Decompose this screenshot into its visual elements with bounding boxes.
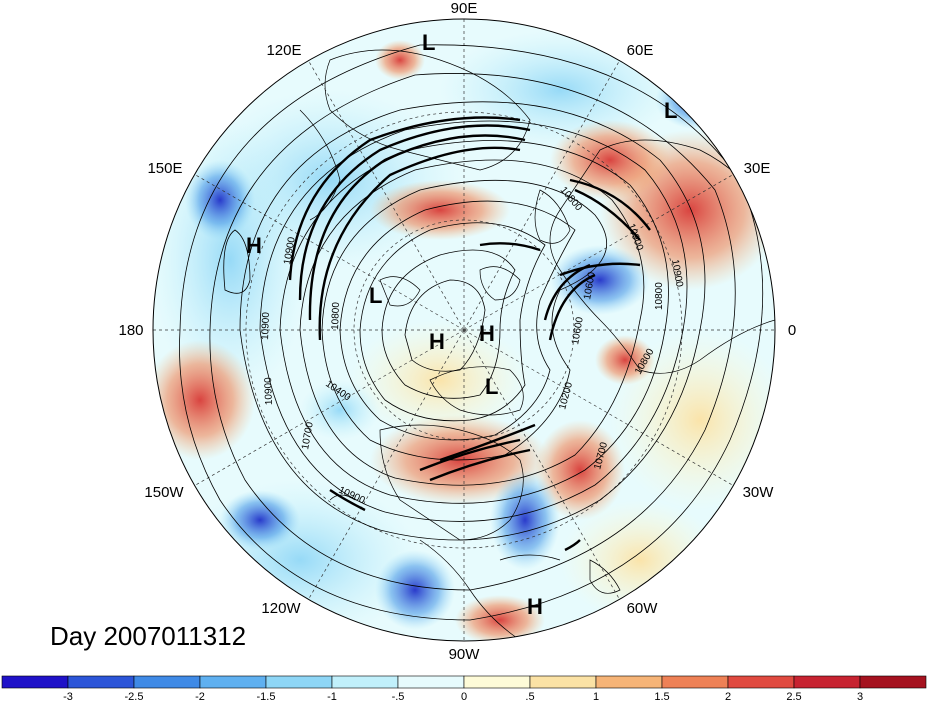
colorbar-swatch bbox=[529, 675, 597, 689]
colorbar-swatch bbox=[67, 675, 135, 689]
high-center-pacific: H bbox=[246, 233, 262, 258]
colorbar-tick-label: -1 bbox=[327, 691, 337, 702]
lon-label-0: 0 bbox=[788, 322, 796, 339]
colorbar-tick-label: -2.5 bbox=[125, 691, 144, 702]
colorbar-tick-label: -.5 bbox=[392, 691, 405, 702]
high-center-south-america: H bbox=[527, 594, 543, 619]
colorbar-swatch bbox=[793, 675, 861, 689]
colorbar-swatch bbox=[727, 675, 795, 689]
contour-label: 10600 bbox=[582, 271, 598, 301]
lon-label-90e: 90E bbox=[451, 0, 478, 17]
colorbar-swatch bbox=[331, 675, 399, 689]
lon-label-60e: 60E bbox=[627, 42, 654, 59]
colorbar-tick-label: 3 bbox=[857, 691, 863, 702]
contour-label: 10800 bbox=[654, 282, 665, 310]
colorbar-tick-label: 2.5 bbox=[786, 691, 801, 702]
colorbar-swatch bbox=[661, 675, 729, 689]
contour-value-labels: 10900 10900 10800 10900 10900 10800 1040… bbox=[260, 185, 685, 507]
lon-label-120e: 120E bbox=[266, 42, 301, 59]
pressure-center-markers: L L H L H H L H bbox=[246, 30, 677, 619]
lon-label-120w: 120W bbox=[261, 600, 301, 617]
map-title: Day 2007011312 bbox=[50, 621, 246, 651]
colorbar-swatch bbox=[595, 675, 663, 689]
colorbar-swatch bbox=[397, 675, 465, 689]
colorbar-tick-label: .5 bbox=[525, 691, 534, 702]
low-center-greenland: L bbox=[485, 374, 498, 399]
lon-label-30e: 30E bbox=[744, 160, 771, 177]
low-center-europe: L bbox=[664, 98, 677, 123]
lon-label-150e: 150E bbox=[147, 160, 182, 177]
lon-label-150w: 150W bbox=[144, 484, 184, 501]
longitude-labels: 90E 120E 60E 150E 30E 180 0 150W 30W 120… bbox=[118, 0, 796, 663]
contour-label: 10700 bbox=[300, 421, 316, 451]
colorbar-tick-label: -2 bbox=[195, 691, 205, 702]
contour-label: 10900 bbox=[263, 377, 275, 406]
jet-contours bbox=[288, 116, 651, 552]
colorbar-swatch bbox=[1, 675, 69, 689]
contour-label: 10900 bbox=[282, 236, 298, 266]
colorbar-tick-label: 1 bbox=[593, 691, 599, 702]
colorbar-swatch bbox=[463, 675, 531, 689]
contour-label: 10900 bbox=[669, 259, 685, 289]
low-center-north: L bbox=[422, 30, 435, 55]
colorbar-tick-label: -1.5 bbox=[257, 691, 276, 702]
high-center-arctic-west: H bbox=[429, 329, 445, 354]
contour-label: 10800 bbox=[330, 301, 342, 330]
map-boundary bbox=[152, 18, 776, 642]
colorbar-tick-label: 0 bbox=[461, 691, 467, 702]
colorbar-swatch bbox=[859, 675, 927, 689]
contour-label: 10900 bbox=[260, 311, 272, 340]
colorbar-tick-label: -3 bbox=[63, 691, 73, 702]
colorbar-swatch bbox=[199, 675, 267, 689]
contour-label: 10600 bbox=[570, 316, 586, 346]
colorbar-swatch bbox=[133, 675, 201, 689]
lon-label-30w: 30W bbox=[743, 484, 775, 501]
lon-label-60w: 60W bbox=[627, 600, 659, 617]
colorbar-swatch bbox=[265, 675, 333, 689]
low-center-siberia: L bbox=[369, 283, 382, 308]
high-center-arctic-east: H bbox=[479, 321, 495, 346]
lon-label-90w: 90W bbox=[449, 646, 481, 663]
colorbar-tick-label: 1.5 bbox=[654, 691, 669, 702]
colorbar-tick-label: 2 bbox=[725, 691, 731, 702]
lon-label-180: 180 bbox=[118, 322, 143, 339]
colorbar: -3 -2.5 -2 -1.5 -1 -.5 0 .5 1 1.5 2 2.5 3 bbox=[1, 675, 927, 702]
